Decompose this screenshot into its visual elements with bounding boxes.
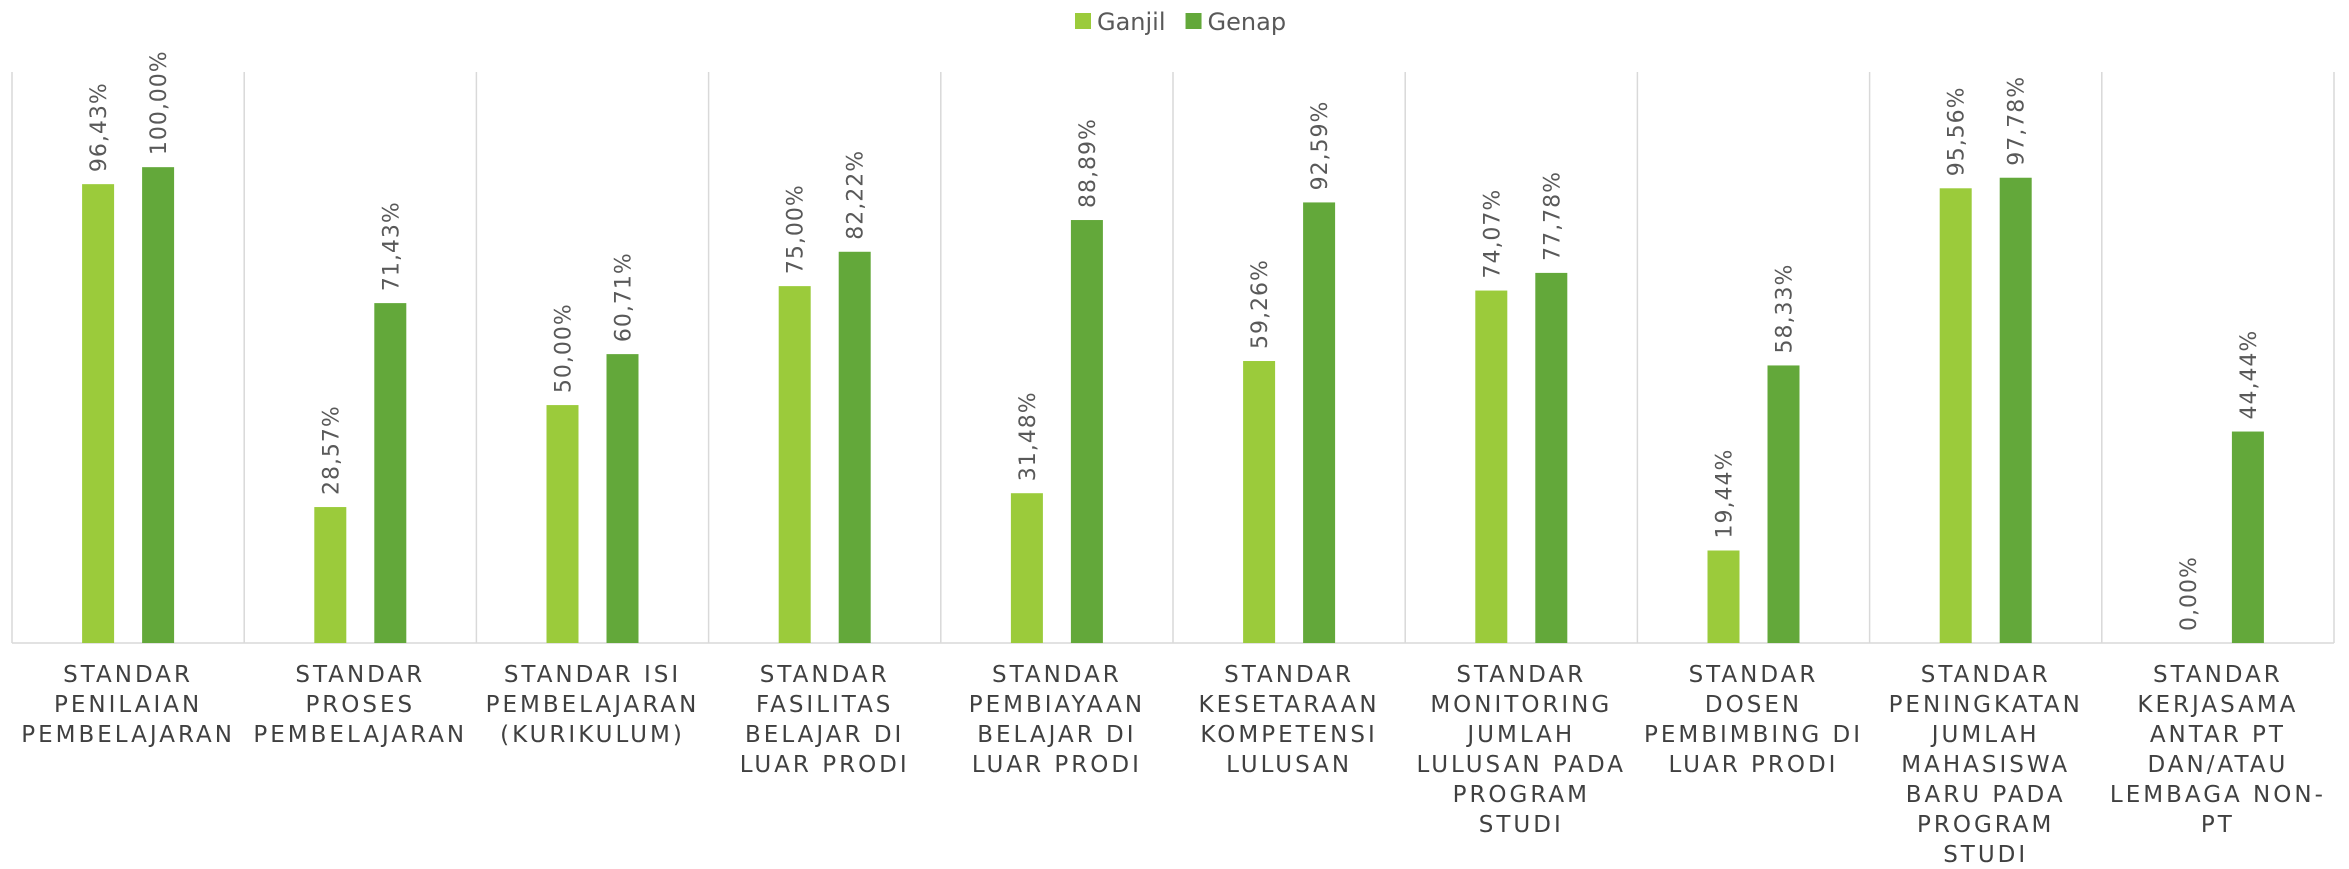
bar	[606, 354, 639, 643]
bar	[142, 167, 175, 643]
data-label: 74,07%	[1480, 189, 1505, 279]
bar	[838, 251, 871, 643]
data-label: 77,78%	[1540, 171, 1565, 261]
bar	[1475, 290, 1508, 643]
x-tick-label: STANDAR PEMBIAYAAN BELAJAR DI LUAR PRODI	[968, 662, 1146, 778]
legend-label: Genap	[1208, 8, 1287, 36]
bar	[1070, 220, 1103, 644]
x-tick-label: STANDAR KERJASAMA ANTAR PT DAN/ATAU LEMB…	[2109, 662, 2326, 838]
bar	[374, 303, 407, 643]
legend-label: Ganjil	[1097, 8, 1166, 36]
x-tick-label: STANDAR PENILAIAN PEMBELAJARAN	[21, 662, 235, 748]
data-label: 28,57%	[319, 405, 344, 495]
bar	[1535, 272, 1568, 643]
data-label: 82,22%	[844, 150, 869, 240]
data-label: 44,44%	[2237, 330, 2262, 420]
data-label: 75,00%	[784, 184, 809, 274]
data-label: 31,48%	[1016, 391, 1041, 481]
bar	[1767, 365, 1800, 643]
bar	[82, 184, 115, 643]
data-label: 88,89%	[1076, 118, 1101, 208]
data-label: 60,71%	[612, 252, 637, 342]
legend-swatch	[1075, 13, 1091, 29]
x-tick-label: STANDAR DOSEN PEMBIMBING DI LUAR PRODI	[1643, 662, 1863, 778]
data-label: 50,00%	[552, 303, 577, 393]
data-label: 0,00%	[2177, 556, 2202, 631]
x-tick-label: STANDAR FASILITAS BELAJAR DI LUAR PRODI	[739, 662, 910, 778]
data-label: 19,44%	[1713, 449, 1738, 539]
legend-swatch	[1185, 13, 1202, 29]
data-label: 59,26%	[1248, 259, 1273, 349]
data-label: 92,59%	[1308, 101, 1333, 191]
data-label: 58,33%	[1773, 264, 1798, 354]
bar	[2231, 431, 2264, 643]
bar	[1999, 177, 2032, 643]
x-tick-label: STANDAR PENINGKATAN JUMLAH MAHASISWA BAR…	[1888, 662, 2083, 868]
x-tick-label: STANDAR MONITORING JUMLAH LULUSAN PADA P…	[1416, 662, 1627, 838]
bar	[778, 286, 811, 643]
data-label: 96,43%	[87, 82, 112, 172]
bar	[1939, 188, 1972, 643]
bar	[1010, 493, 1043, 643]
bar	[1303, 202, 1336, 644]
bar	[1243, 361, 1276, 643]
x-tick-label: STANDAR KESETARAAN KOMPETENSI LULUSAN	[1198, 662, 1380, 778]
bar	[1707, 550, 1740, 643]
x-tick-label: STANDAR PROSES PEMBELAJARAN	[253, 662, 468, 748]
bar	[546, 405, 579, 643]
data-label: 95,56%	[1945, 86, 1970, 176]
data-label: 71,43%	[379, 201, 404, 291]
data-label: 100,00%	[147, 50, 172, 155]
x-tick-label: STANDAR ISI PEMBELAJARAN (KURIKULUM)	[485, 662, 700, 748]
bar	[314, 507, 347, 643]
data-label: 97,78%	[2005, 76, 2030, 166]
